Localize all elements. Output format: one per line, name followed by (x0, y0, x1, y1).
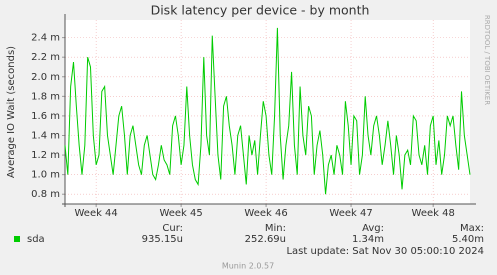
x-tick-label: Week 46 (244, 208, 287, 219)
legend-value: 252.69u (245, 234, 286, 245)
footer: Munin 2.0.57 (222, 262, 274, 271)
y-tick-label: 1.2 m (31, 150, 60, 161)
y-axis-label: Average IO Wait (seconds) (6, 46, 17, 178)
legend: sda Cur: 935.15u Min: 252.69u Avg: 1.34m… (14, 223, 484, 271)
legend-header: Min: (265, 223, 286, 234)
x-tick-label: Week 47 (329, 208, 372, 219)
x-tick-label: Week 48 (412, 208, 455, 219)
y-tick-label: 2.0 m (31, 72, 60, 83)
legend-value: 1.34m (352, 234, 384, 245)
y-tick-label: 1.6 m (31, 111, 60, 122)
plot-area (65, 20, 470, 204)
legend-swatch (14, 236, 20, 242)
legend-value: 5.40m (452, 234, 484, 245)
legend-header: Avg: (362, 223, 384, 234)
y-tick-label: 0.8 m (31, 189, 60, 200)
y-tick-label: 2.2 m (31, 52, 60, 63)
y-tick-label: 1.0 m (31, 170, 60, 181)
x-tick-label: Week 45 (159, 208, 202, 219)
legend-value: 935.15u (142, 234, 183, 245)
x-tick-label: Week 44 (74, 208, 117, 219)
y-tick-label: 2.4 m (31, 33, 60, 44)
y-tick-label: 1.4 m (31, 130, 60, 141)
side-label: RRDTOOL / TOBI OETIKER (483, 15, 491, 105)
series-line (64, 27, 471, 195)
y-tick-label: 1.8 m (31, 91, 60, 102)
chart-title: Disk latency per device - by month (151, 3, 370, 18)
legend-header: Max: (460, 223, 484, 234)
last-update: Last update: Sat Nov 30 05:00:10 2024 (286, 246, 484, 257)
legend-header: Cur: (162, 223, 183, 234)
legend-entry: sda (27, 234, 45, 245)
